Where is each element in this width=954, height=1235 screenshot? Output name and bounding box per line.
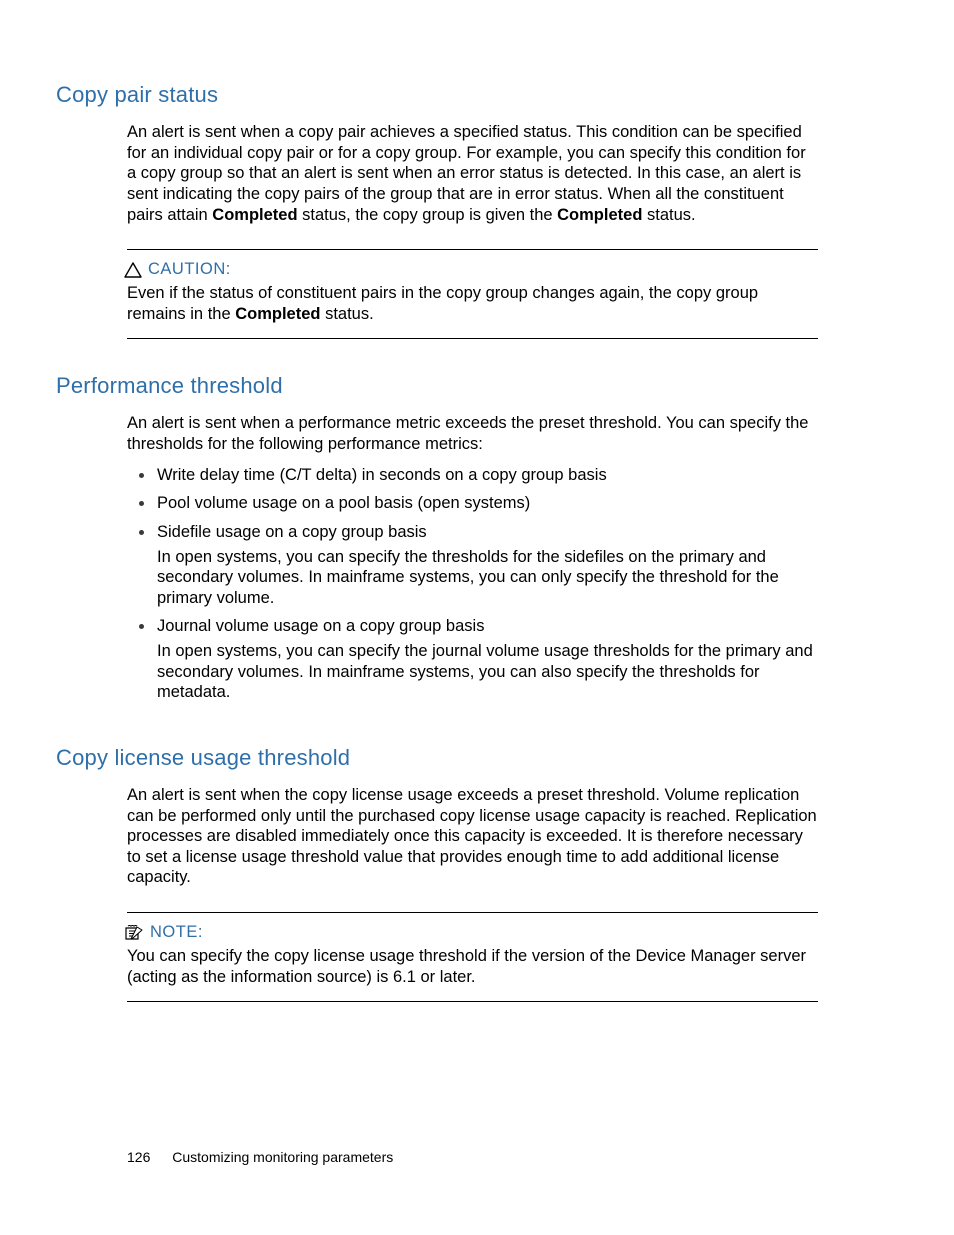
text: Write delay time (C/T delta) in seconds … — [157, 466, 607, 484]
list-item: Sidefile usage on a copy group basis In … — [155, 522, 818, 609]
bold-text: Completed — [212, 206, 297, 224]
list-item-detail: In open systems, you can specify the thr… — [157, 547, 818, 609]
paragraph: An alert is sent when the copy license u… — [127, 785, 818, 888]
list-item: Pool volume usage on a pool basis (open … — [155, 493, 818, 514]
heading-performance-threshold: Performance threshold — [56, 373, 954, 399]
list-item-detail: In open systems, you can specify the jou… — [157, 641, 818, 703]
text: status, the copy group is given the — [298, 206, 558, 224]
list-item: Journal volume usage on a copy group bas… — [155, 616, 818, 703]
caution-icon — [124, 262, 142, 278]
text: status. — [320, 305, 373, 323]
chapter-title: Customizing monitoring parameters — [172, 1149, 393, 1165]
caution-label: CAUTION: — [148, 260, 231, 279]
text: status. — [642, 206, 695, 224]
page-footer: 126 Customizing monitoring parameters — [127, 1149, 393, 1165]
text: Sidefile usage on a copy group basis — [157, 523, 427, 541]
section-body: An alert is sent when a copy pair achiev… — [127, 122, 818, 225]
section-body: An alert is sent when the copy license u… — [127, 785, 818, 888]
callout-header: NOTE: — [124, 923, 818, 942]
note-body: You can specify the copy license usage t… — [127, 946, 818, 987]
note-label: NOTE: — [150, 923, 203, 942]
text: Even if the status of constituent pairs … — [127, 284, 758, 323]
note-callout: NOTE: You can specify the copy license u… — [127, 912, 818, 1002]
text: Pool volume usage on a pool basis (open … — [157, 494, 530, 512]
heading-copy-pair-status: Copy pair status — [56, 82, 954, 108]
bold-text: Completed — [235, 305, 320, 323]
bullet-list: Write delay time (C/T delta) in seconds … — [127, 465, 818, 703]
divider — [127, 249, 818, 250]
bold-text: Completed — [557, 206, 642, 224]
caution-callout: CAUTION: Even if the status of constitue… — [127, 249, 818, 339]
page-number: 126 — [127, 1149, 150, 1165]
page: Copy pair status An alert is sent when a… — [0, 0, 954, 1235]
note-icon — [124, 925, 144, 941]
paragraph: An alert is sent when a performance metr… — [127, 413, 818, 454]
section-body: An alert is sent when a performance metr… — [127, 413, 818, 454]
list-item: Write delay time (C/T delta) in seconds … — [155, 465, 818, 486]
heading-copy-license-usage-threshold: Copy license usage threshold — [56, 745, 954, 771]
caution-body: Even if the status of constituent pairs … — [127, 283, 818, 324]
divider — [127, 912, 818, 913]
callout-header: CAUTION: — [124, 260, 818, 279]
text: Journal volume usage on a copy group bas… — [157, 617, 484, 635]
divider — [127, 1001, 818, 1002]
paragraph: An alert is sent when a copy pair achiev… — [127, 122, 818, 225]
